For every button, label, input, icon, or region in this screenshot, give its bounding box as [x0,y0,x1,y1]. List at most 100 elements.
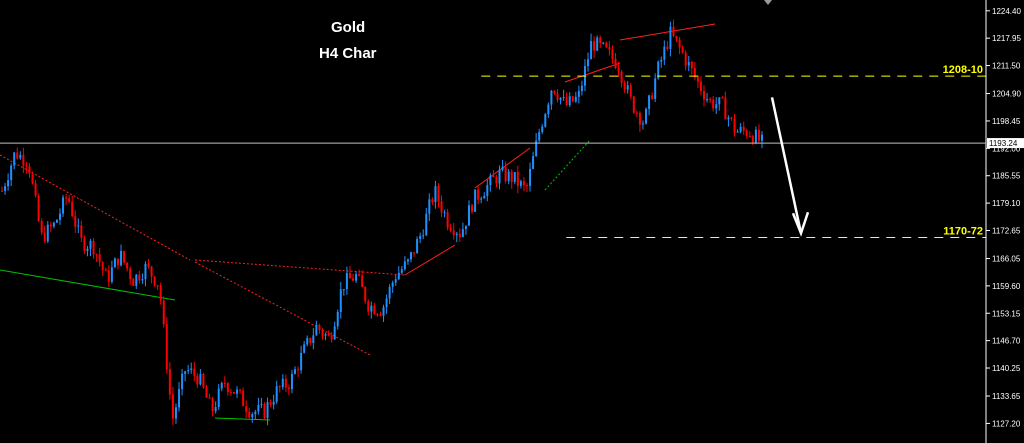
candle-body [486,184,489,196]
candle-body [193,368,196,376]
candle-body [757,129,760,141]
candle-body [571,96,574,102]
candle-body [223,383,226,385]
candle-body [574,96,577,102]
candle-body [62,197,65,214]
candle-body [605,42,608,48]
candle-body [107,270,110,282]
candle-body [348,273,351,279]
y-tick-label: 1146.70 [992,337,1021,346]
candle-body [113,258,116,268]
candle-body [529,168,532,186]
candle-body [675,35,678,40]
trendline [619,23,716,41]
candle-body [178,389,181,408]
candle-body [132,278,135,286]
candle-body [480,198,483,200]
candle-body [336,312,339,327]
candle-body [635,112,638,114]
candle-body [309,338,312,344]
candle-body [83,237,86,252]
candle-body [95,254,98,256]
candle-body [703,91,706,100]
candle-body [437,186,440,202]
candle-body [13,152,16,166]
candle-body [467,205,470,226]
candle-body [367,301,370,312]
candle-body [278,386,281,388]
candle-body [541,126,544,133]
candle-body [641,123,644,125]
candle-body [446,212,449,228]
candle-body [10,165,13,181]
candle-body [126,262,129,269]
candle-body [690,61,693,69]
candle-body [474,189,477,212]
candle-body [120,250,123,266]
candle-body [364,287,367,302]
candle-body [422,235,425,237]
candle-body [339,289,342,313]
candle-body [220,383,223,389]
candle-body [242,390,245,407]
candle-body [68,198,71,202]
candle-body [678,39,681,48]
candle-body [22,154,25,166]
y-tick-label: 1224.40 [992,7,1021,16]
trendline [194,259,406,276]
candle-body [544,114,547,127]
candle-body [651,95,654,99]
candle-body [565,97,568,106]
candle-body [477,189,480,200]
candle-body [672,26,675,36]
candle-body [406,259,409,262]
candle-body [403,261,406,270]
candle-body [355,274,358,281]
candle-body [168,369,171,395]
candle-body [312,335,315,344]
candle-body [712,99,715,109]
candle-body [693,68,696,78]
candle-body [388,286,391,299]
candle-body [727,117,730,120]
candle-body [617,68,620,72]
candle-body [400,269,403,273]
candle-body [202,374,205,388]
candle-body [254,411,257,415]
candle-body [379,314,382,316]
candle-body [156,285,159,287]
candle-body [303,344,306,353]
candle-body [217,388,220,407]
candle-body [266,402,269,418]
candle-body [263,403,266,418]
candle-body [74,216,77,227]
candle-body [458,233,461,237]
candle-body [31,173,34,184]
y-tick-label: 1204.90 [992,90,1021,99]
candle-body [431,199,434,203]
candle-body [721,97,724,99]
levels-layer: 1208-10 1170-72 [481,64,986,238]
candle-body [733,118,736,133]
trendline [544,139,591,191]
candle-body [718,97,721,105]
candle-body [504,166,507,182]
candle-body [272,401,275,405]
chart-subtitle: H4 Char [319,45,377,62]
candle-body [730,117,733,119]
candle-body [461,229,464,237]
candle-body [687,61,690,66]
candle-body [89,240,92,249]
candle-body [413,252,416,254]
candle-body [187,369,190,372]
candle-body [80,225,83,238]
candle-body [614,58,617,69]
candle-body [559,97,562,100]
y-tick-label: 1211.50 [992,62,1021,71]
candle-body [519,181,522,186]
candle-body [150,266,153,277]
candle-body [25,165,28,167]
candle-body [596,37,599,51]
